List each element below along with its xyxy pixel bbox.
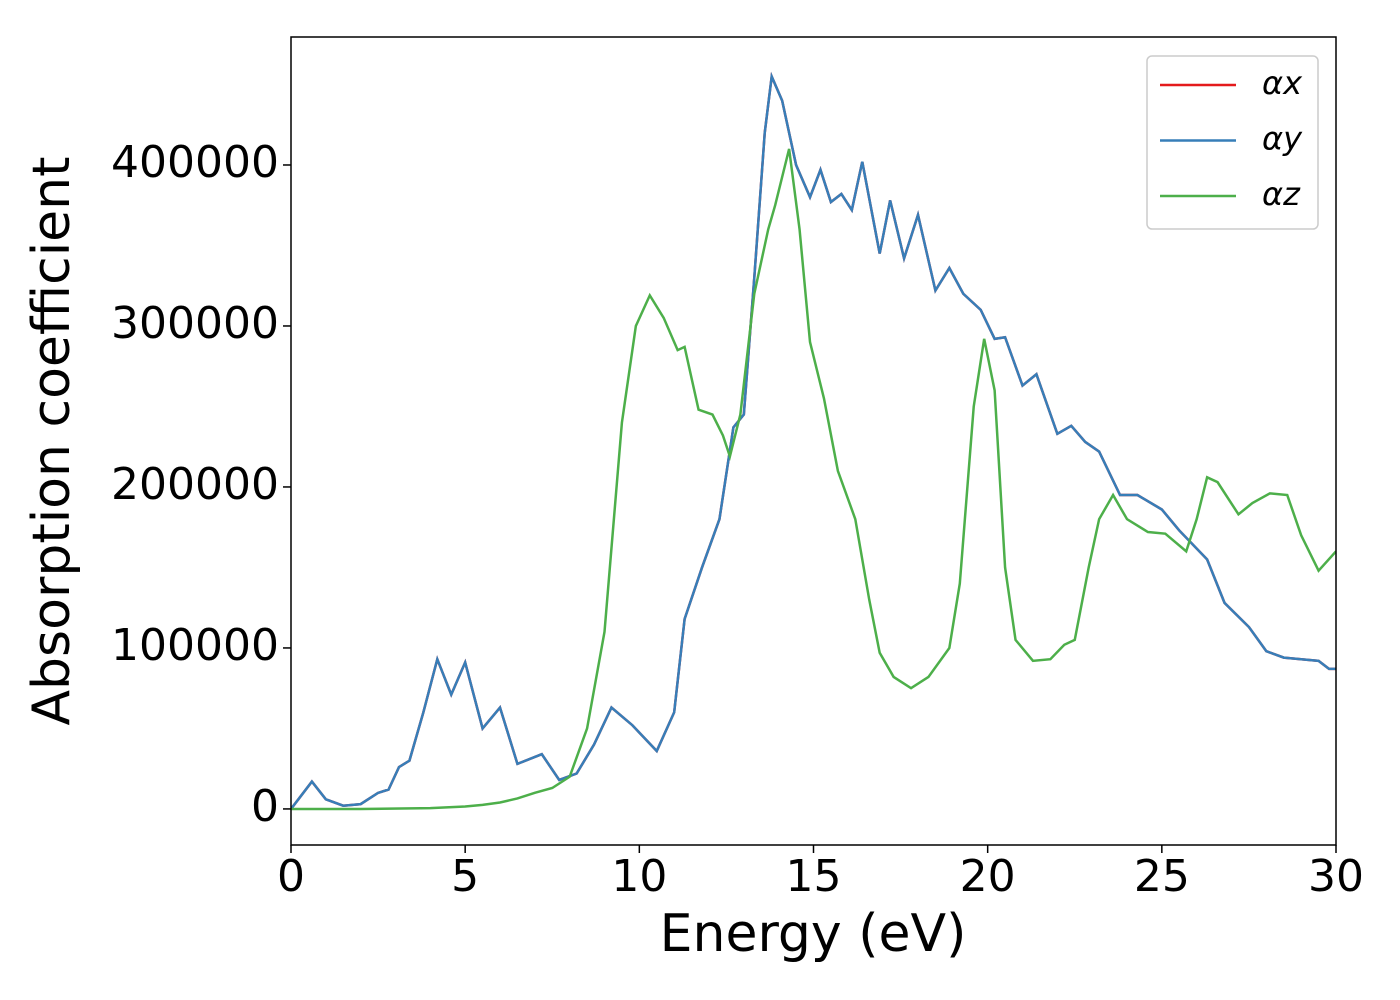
x-tick-label: 25 (1134, 851, 1190, 902)
legend-label: αy (1262, 120, 1303, 158)
y-axis-label: Absorption coefficient (22, 156, 82, 725)
legend-label: αz (1262, 175, 1301, 213)
y-tick-label: 0 (251, 781, 279, 832)
plot-frame (290, 36, 1337, 846)
series-line (291, 148, 1336, 811)
y-tick-label: 400000 (111, 137, 279, 188)
x-tick-label: 10 (611, 851, 667, 902)
legend-label: αx (1262, 64, 1303, 102)
x-tick-label: 5 (451, 851, 479, 902)
y-tick-label: 200000 (111, 459, 279, 510)
x-tick-label: 0 (277, 851, 305, 902)
x-tick-label: 30 (1308, 851, 1364, 902)
series-line (291, 71, 1336, 810)
y-tick-label: 300000 (111, 298, 279, 349)
x-tick-label: 15 (786, 851, 842, 902)
x-tick-label: 20 (960, 851, 1016, 902)
legend-box (1146, 55, 1319, 230)
x-axis-label: Energy (eV) (660, 904, 967, 964)
y-tick-label: 100000 (111, 620, 279, 671)
